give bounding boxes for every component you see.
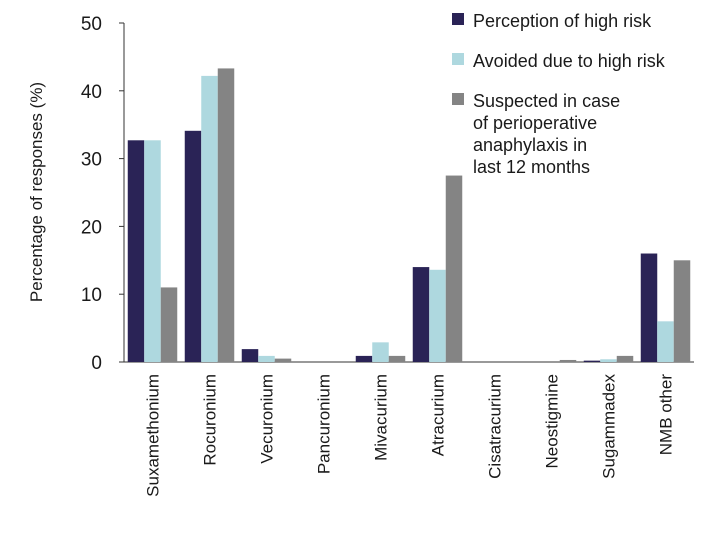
- bar: [274, 358, 292, 362]
- x-category-label: Mivacurium: [372, 374, 391, 461]
- bar: [673, 260, 691, 362]
- bar: [388, 355, 406, 362]
- y-axis-title: Percentage of responses (%): [27, 82, 46, 302]
- x-category-label: Vecuronium: [258, 374, 277, 464]
- legend-label: Perception of high risk: [473, 11, 652, 31]
- legend-swatch: [452, 53, 464, 65]
- bar: [583, 360, 601, 362]
- legend-label: anaphylaxis in: [473, 135, 587, 155]
- y-tick-label: 30: [81, 150, 102, 171]
- bar: [657, 321, 674, 362]
- y-tick-label: 20: [81, 217, 102, 238]
- x-category-label: Neostigmine: [543, 374, 562, 469]
- bar: [127, 140, 145, 362]
- legend-swatch: [452, 13, 464, 25]
- bar: [241, 349, 259, 362]
- y-tick-label: 50: [81, 14, 102, 35]
- bar: [144, 140, 161, 362]
- y-tick-label: 10: [81, 285, 102, 306]
- bar: [372, 342, 389, 362]
- bar: [445, 175, 463, 362]
- legend-label: of perioperative: [473, 113, 597, 133]
- x-category-label: Cisatracurium: [486, 374, 505, 479]
- legend-swatch: [452, 93, 464, 105]
- bar: [429, 269, 446, 362]
- legend-label: Suspected in case: [473, 91, 620, 111]
- bar: [412, 267, 430, 362]
- bar: [559, 359, 577, 362]
- bar: [201, 75, 218, 362]
- bar: [616, 355, 634, 362]
- bar: [355, 355, 373, 362]
- x-category-label: NMB other: [657, 374, 676, 456]
- bars-group: [127, 68, 691, 363]
- bar: [640, 253, 658, 362]
- legend: Perception of high risk Avoided due to hi…: [452, 11, 666, 177]
- bar: [160, 287, 178, 362]
- bar: [217, 68, 235, 363]
- bar: [184, 130, 202, 362]
- x-category-label: Sugammadex: [600, 374, 619, 479]
- y-tick-label: 0: [91, 353, 102, 374]
- legend-label: last 12 months: [473, 157, 590, 177]
- y-axis-ticks: 0 10 20 30 40 50: [81, 14, 124, 374]
- x-category-label: Pancuronium: [315, 374, 334, 474]
- x-axis-category-labels: Suxamethonium Rocuronium Vecuronium Pancuro…: [144, 374, 676, 497]
- x-category-label: Rocuronium: [201, 374, 220, 466]
- legend-label: Avoided due to high risk: [473, 51, 666, 71]
- x-category-label: Atracurium: [429, 374, 448, 456]
- y-tick-label: 40: [81, 82, 102, 103]
- bar: [600, 359, 617, 362]
- x-category-label: Suxamethonium: [144, 374, 163, 497]
- bar: [258, 355, 275, 362]
